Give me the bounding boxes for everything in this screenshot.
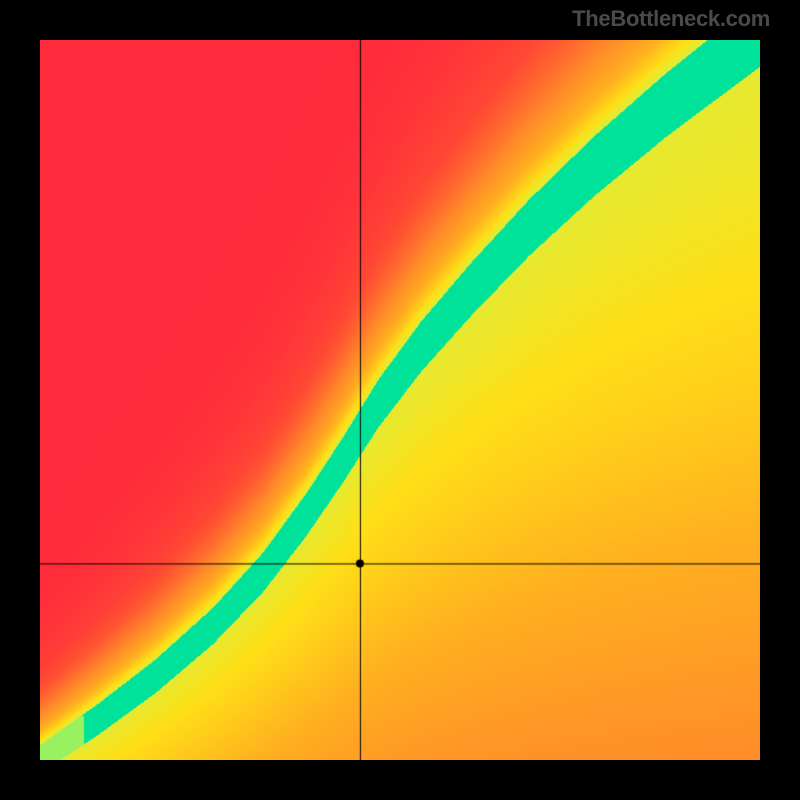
- bottleneck-heatmap: [40, 40, 760, 760]
- watermark: TheBottleneck.com: [572, 6, 770, 32]
